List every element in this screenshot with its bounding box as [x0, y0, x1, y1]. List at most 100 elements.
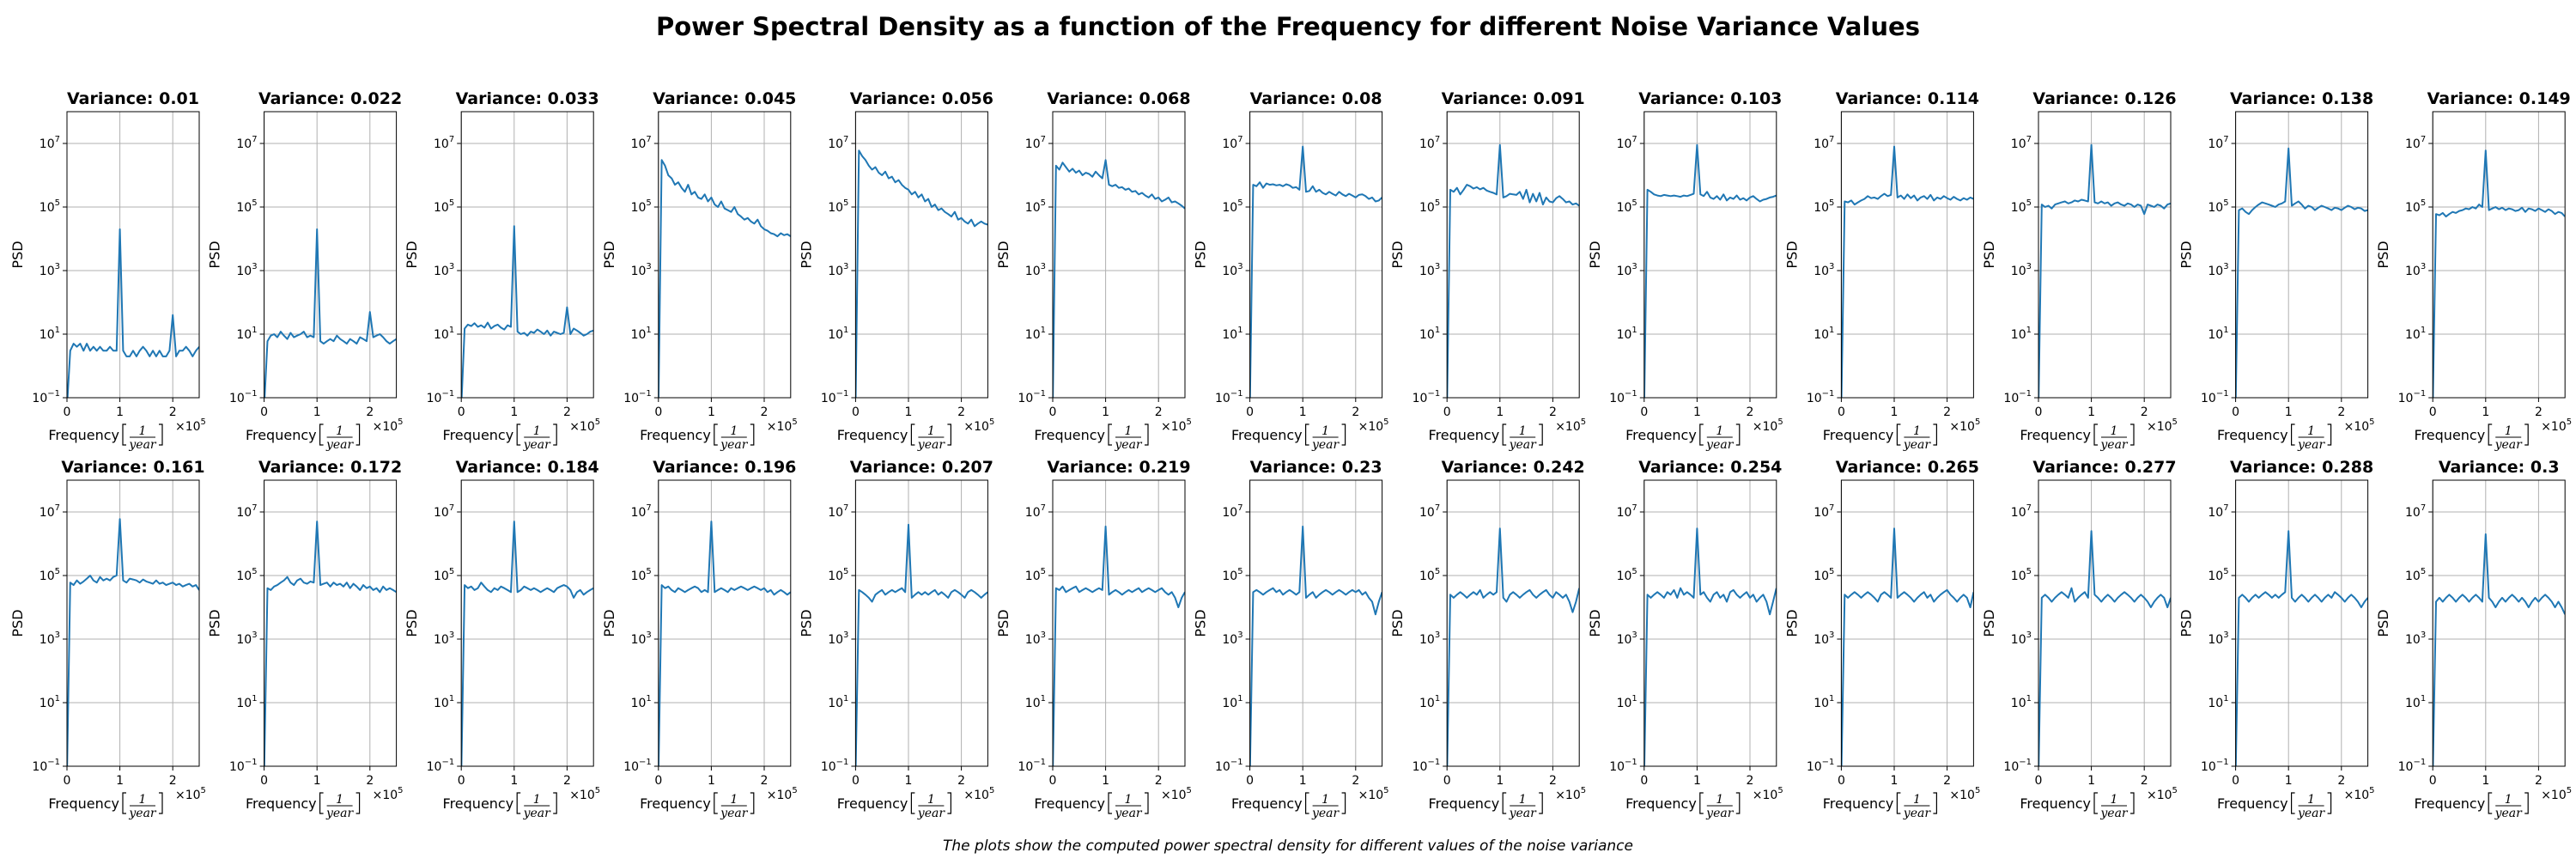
y-tick-label: 101 [434, 326, 454, 342]
y-tick-label: 105 [434, 567, 454, 583]
x-tick-label: 1 [1693, 774, 1701, 788]
x-tick-label: 1 [2482, 405, 2489, 419]
left-bracket [1502, 423, 1507, 446]
plot-frame [854, 479, 988, 767]
x-offset-text: ×105 [2344, 786, 2375, 802]
unit-numerator: 1 [139, 793, 147, 807]
right-bracket [1145, 792, 1149, 814]
psd-line [1053, 159, 1185, 398]
subplot-title: Variance: 0.056 [850, 89, 993, 108]
y-tick-label: 103 [1419, 262, 1440, 278]
y-axis-label: PSD [404, 241, 420, 268]
y-axis-label: PSD [1783, 609, 1800, 637]
x-offset-text: ×105 [2147, 786, 2178, 802]
unit-numerator: 1 [2505, 424, 2512, 438]
x-tick-label: 2 [2141, 774, 2148, 788]
subplot-4: Variance: 0.045 10−1 101 103 105 107 0 1 2 PSD Fre… [601, 89, 798, 452]
x-offset-text: ×105 [1753, 417, 1783, 434]
y-axis-label: PSD [2375, 609, 2391, 637]
subplot-26: Variance: 0.3 10−1 101 103 105 107 0 1 2 PSD Frequ… [2375, 458, 2572, 820]
x-offset-text: ×105 [1358, 786, 1389, 802]
y-axis-label: PSD [207, 609, 223, 637]
right-bracket [1341, 792, 1346, 814]
y-tick-label: 107 [2405, 135, 2426, 151]
plot-frame [1052, 479, 1186, 767]
y-tick-label: 10−1 [2003, 389, 2032, 405]
left-bracket [516, 792, 521, 814]
x-tick-label: 1 [1891, 774, 1899, 788]
plot-frame [264, 111, 398, 399]
unit-numerator: 1 [1321, 793, 1329, 807]
subplot-3: Variance: 0.033 10−1 101 103 105 107 0 1 2 PSD Fre… [404, 89, 600, 452]
y-tick-label: 107 [1025, 135, 1046, 151]
unit-denominator: year [1114, 807, 1143, 820]
unit-denominator: year [1311, 438, 1340, 452]
left-bracket [910, 423, 915, 446]
x-axis-label-text: Frequency [1429, 427, 1500, 443]
y-tick-label: 10−1 [821, 758, 849, 774]
left-bracket [1699, 423, 1704, 446]
x-offset-text: ×105 [1161, 786, 1192, 802]
subplot-11: Variance: 0.126 10−1 101 103 105 107 0 1 2 PSD Fre… [1981, 89, 2178, 452]
x-tick-label: 0 [2429, 774, 2437, 788]
y-tick-label: 101 [2011, 326, 2032, 342]
left-bracket [1108, 792, 1112, 814]
y-tick-label: 105 [1814, 198, 1834, 215]
figure-caption: The plots show the computed power spectr… [943, 838, 1633, 855]
x-offset-text: ×105 [569, 417, 600, 434]
unit-denominator: year [917, 438, 946, 452]
y-axis-label: PSD [1193, 609, 1209, 637]
subplot-15: Variance: 0.172 10−1 101 103 105 107 0 1 2 PSD Fre… [207, 458, 404, 820]
y-axis-label: PSD [1783, 241, 1800, 268]
y-tick-label: 101 [1419, 326, 1440, 342]
psd-line [2433, 533, 2566, 766]
y-axis-label: PSD [1587, 609, 1603, 637]
y-axis-label: PSD [404, 609, 420, 637]
x-tick-label: 2 [2535, 774, 2543, 788]
left-bracket [2291, 792, 2295, 814]
plot-frame [2038, 111, 2172, 399]
unit-numerator: 1 [2505, 793, 2512, 807]
x-offset-text: ×105 [1949, 786, 1980, 802]
x-offset-text: ×105 [1949, 417, 1980, 434]
x-tick-label: 2 [1549, 774, 1557, 788]
y-tick-label: 103 [2405, 631, 2426, 647]
unit-numerator: 1 [533, 424, 541, 438]
unit-denominator: year [1114, 438, 1143, 452]
y-tick-label: 10−1 [2003, 758, 2032, 774]
plot-frame [1249, 479, 1383, 767]
x-tick-label: 2 [957, 405, 965, 419]
x-axis-label-text: Frequency [1429, 795, 1500, 812]
unit-denominator: year [1705, 438, 1735, 452]
left-bracket [1896, 792, 1901, 814]
left-bracket [319, 423, 324, 446]
right-bracket [2130, 792, 2135, 814]
x-tick-label: 2 [366, 774, 374, 788]
y-tick-label: 10−1 [821, 389, 849, 405]
y-tick-label: 10−1 [623, 389, 652, 405]
unit-denominator: year [325, 438, 355, 452]
y-tick-label: 101 [1222, 326, 1242, 342]
right-bracket [1539, 423, 1543, 446]
right-bracket [1933, 423, 1937, 446]
y-tick-label: 103 [2208, 631, 2228, 647]
subplot-18: Variance: 0.207 10−1 101 103 105 107 0 1 2 PSD Fre… [798, 458, 994, 820]
plot-frame [2432, 479, 2566, 767]
y-tick-label: 10−1 [1807, 758, 1835, 774]
subplot-20: Variance: 0.23 10−1 101 103 105 107 0 1 2 PSD Freq… [1193, 458, 1389, 820]
left-bracket [714, 792, 718, 814]
unit-numerator: 1 [1519, 793, 1527, 807]
x-axis-label-text: Frequency [1034, 795, 1105, 812]
subplot-title: Variance: 0.277 [2032, 458, 2176, 477]
x-tick-label: 0 [1838, 774, 1845, 788]
right-bracket [159, 792, 163, 814]
y-axis-label: PSD [207, 241, 223, 268]
x-tick-label: 1 [1496, 405, 1504, 419]
y-tick-label: 101 [1617, 694, 1637, 710]
